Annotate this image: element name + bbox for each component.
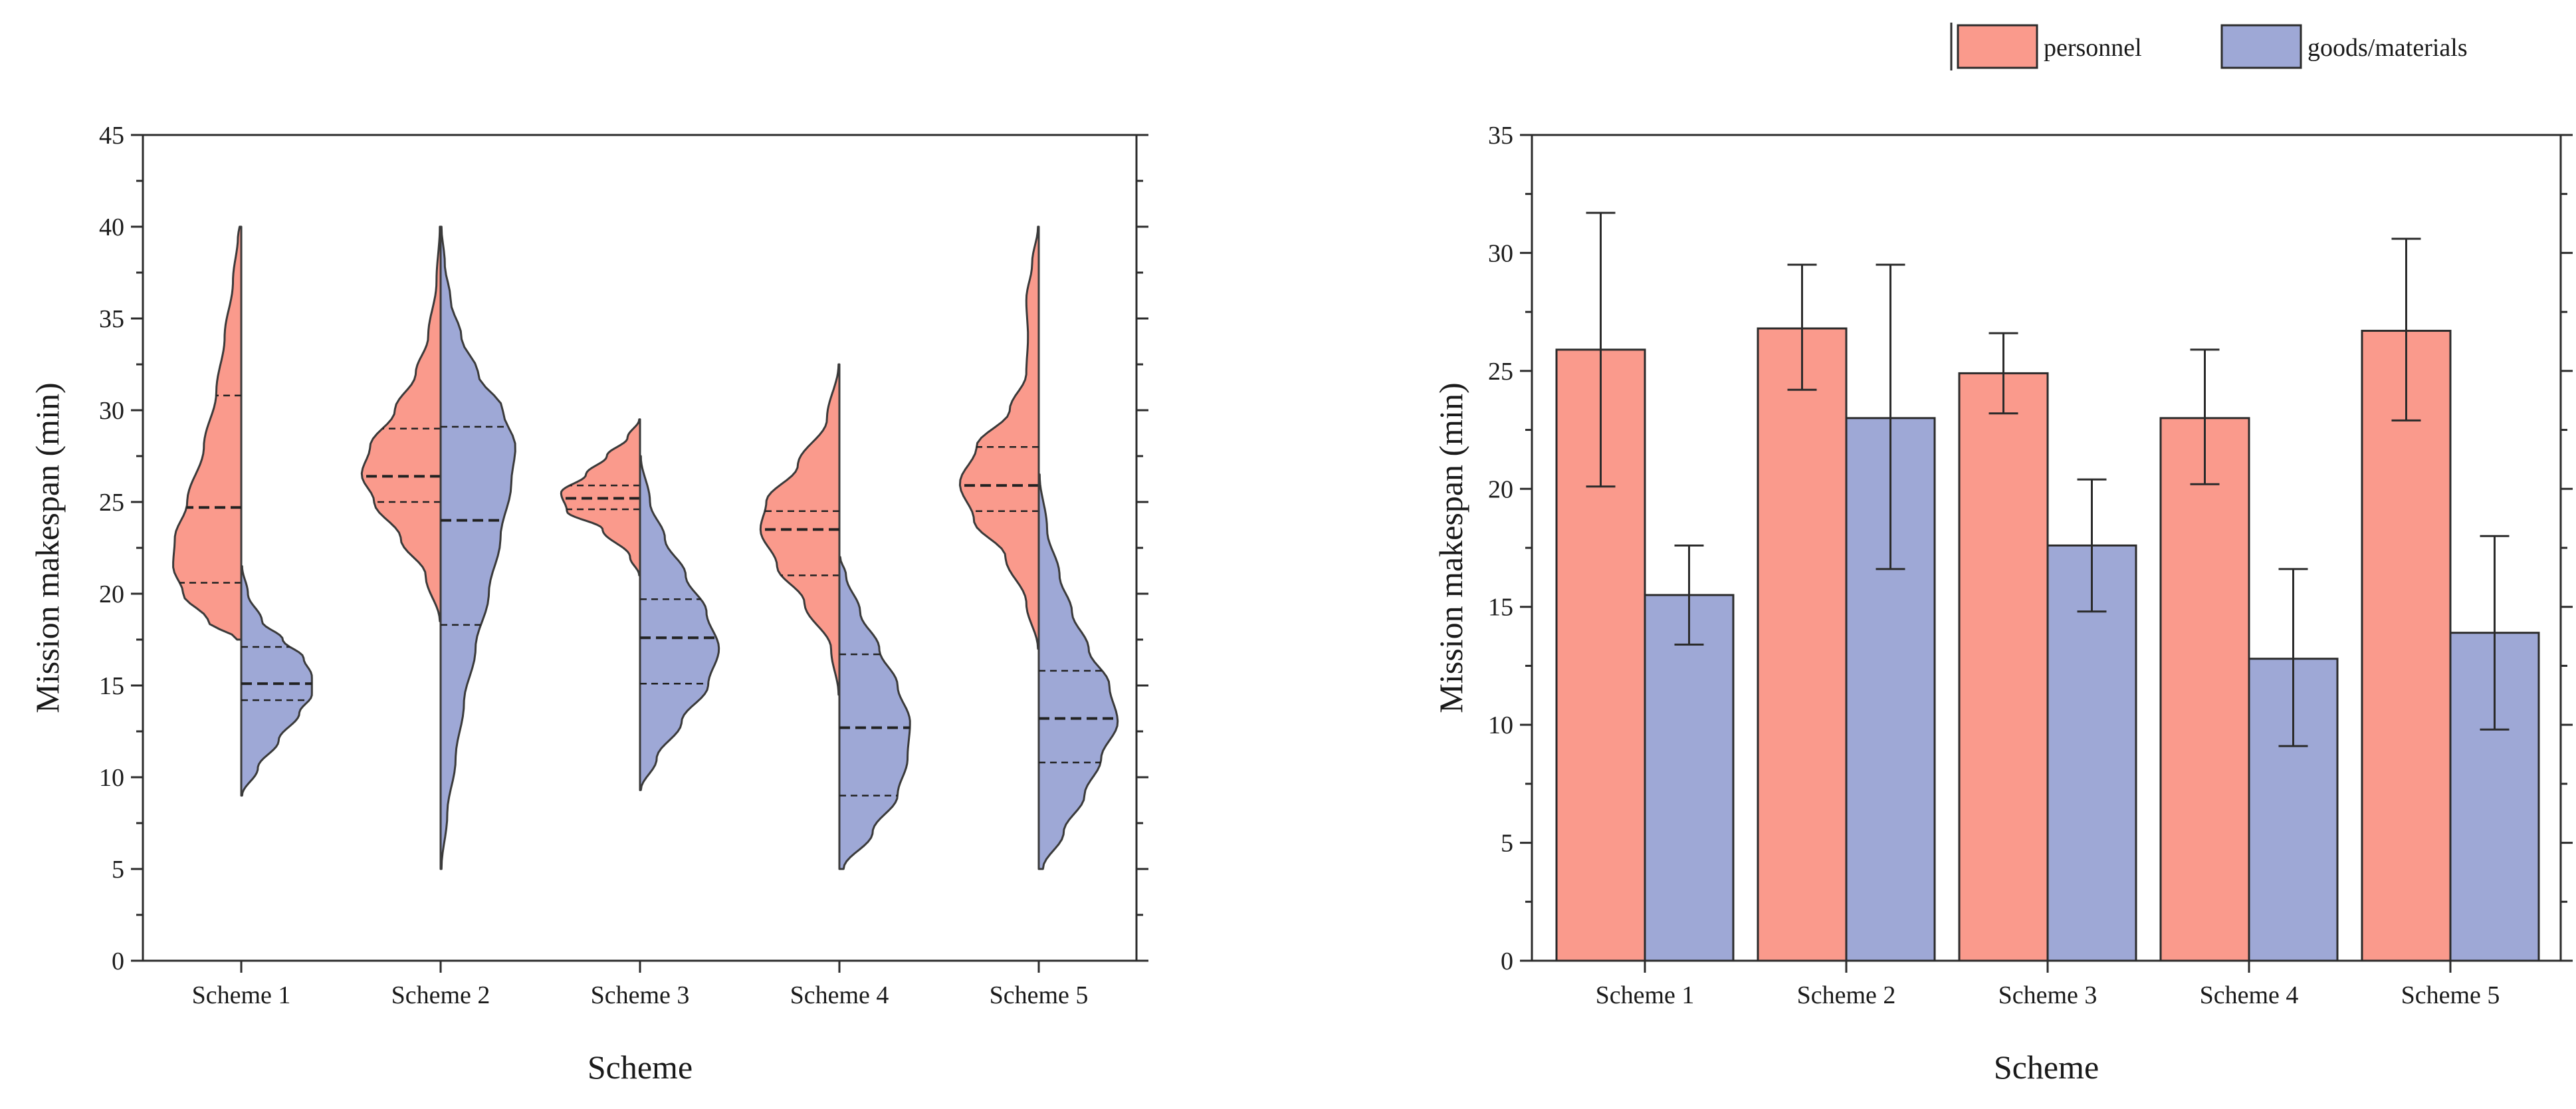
violin-y-tick-label: 5 [112,856,124,884]
bar-goods-materials-scheme-1 [1644,594,1735,962]
violin-y-tick-label: 0 [112,947,124,975]
violin-axes: 0 5 10 15 20 25 30 35 40 45 Scheme 1 Scheme 2 Scheme… [99,122,1148,1009]
legend-label-personnel: personnel [2044,34,2142,62]
bar-y-tick-label: 0 [1501,947,1513,975]
violin-y-tick-label: 35 [99,305,124,333]
bar-y-tick-label: 5 [1501,830,1513,858]
legend-swatch-goods-materials [2220,24,2302,69]
bar-personnel-scheme-5 [2361,330,2452,962]
bar-layer [1555,211,2540,962]
violin-y-axis-title: Mission makespan (min) [29,382,66,713]
bar-y-tick-label: 25 [1488,358,1513,386]
legend-swatch-personnel [1957,24,2038,69]
violin-x-tick-label-scheme-5: Scheme 5 [990,981,1089,1009]
bar-axes: 0 5 10 15 20 25 30 35 Scheme 1 Scheme 2 Scheme 3 Sc… [1488,122,2573,1009]
violin-y-tick-label: 45 [99,122,124,150]
legend-label-goods-materials: goods/materials [2308,34,2468,62]
violin-y-tick-label: 40 [99,213,124,241]
bar-personnel-scheme-4 [2159,417,2250,962]
violin-x-tick-label-scheme-2: Scheme 2 [391,981,490,1009]
bar-y-tick-label: 10 [1488,711,1513,739]
violin-x-tick-label-scheme-1: Scheme 1 [192,981,291,1009]
bar-x-tick-label-scheme-3: Scheme 3 [1998,981,2097,1009]
bar-x-tick-label-scheme-2: Scheme 2 [1797,981,1896,1009]
violin-goods-materials-scheme-5 [1037,473,1119,870]
violin-y-tick-label: 30 [99,397,124,425]
bar-goods-materials-scheme-3 [2046,544,2137,962]
violin-x-tick-label-scheme-4: Scheme 4 [790,981,889,1009]
violin-x-tick-label-scheme-3: Scheme 3 [591,981,690,1009]
violin-y-tick-label: 20 [99,580,124,608]
bar-personnel-scheme-2 [1757,327,1848,962]
bar-y-tick-label: 30 [1488,239,1513,267]
bar-y-tick-label: 20 [1488,475,1513,503]
violin-personnel-scheme-1 [172,225,243,641]
bar-personnel-scheme-3 [1958,372,2049,962]
violin-y-tick-label: 10 [99,764,124,792]
bar-y-axis-title: Mission makespan (min) [1432,382,1469,713]
violin-goods-materials-scheme-2 [439,225,516,870]
legend: personnel goods/materials [1950,23,2468,70]
bar-x-tick-label-scheme-4: Scheme 4 [2200,981,2299,1009]
violin-goods-materials-scheme-3 [639,455,720,791]
violin-personnel-scheme-5 [958,225,1040,650]
bar-y-tick-label: 35 [1488,122,1513,150]
bar-chart: 0 5 10 15 20 25 30 35 Scheme 1 Scheme 2 Scheme 3 Sc… [1432,122,2573,1086]
violin-goods-materials-scheme-4 [838,556,911,870]
bar-x-axis-title: Scheme [1994,1048,2099,1086]
bar-x-tick-label-scheme-5: Scheme 5 [2401,981,2500,1009]
bar-x-tick-label-scheme-1: Scheme 1 [1596,981,1695,1009]
violin-goods-materials-scheme-1 [240,565,313,797]
bar-y-tick-label: 15 [1488,594,1513,622]
violin-y-tick-label: 15 [99,672,124,700]
violin-y-tick-label: 25 [99,489,124,517]
violin-x-axis-title: Scheme [588,1048,693,1086]
violin-layer [172,225,1119,870]
violin-chart: 0 5 10 15 20 25 30 35 40 45 Scheme 1 Scheme 2 Scheme… [29,122,1148,1086]
violin-personnel-scheme-2 [360,225,442,622]
